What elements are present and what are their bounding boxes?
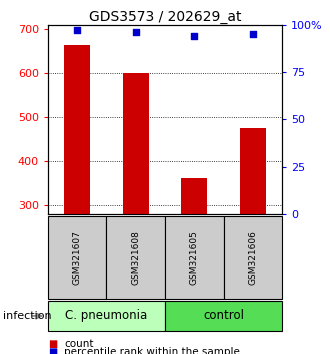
Text: count: count xyxy=(64,339,94,349)
Bar xyxy=(64,45,90,214)
Bar xyxy=(240,128,266,214)
Text: C. pneumonia: C. pneumonia xyxy=(65,309,148,322)
Point xyxy=(133,29,138,35)
Title: GDS3573 / 202629_at: GDS3573 / 202629_at xyxy=(89,10,241,24)
Text: infection: infection xyxy=(3,311,52,321)
Bar xyxy=(181,178,208,214)
Bar xyxy=(122,73,149,214)
Text: ■: ■ xyxy=(48,347,57,354)
Point xyxy=(75,28,80,33)
Text: ■: ■ xyxy=(48,339,57,349)
Text: GSM321608: GSM321608 xyxy=(131,230,140,285)
Text: control: control xyxy=(203,309,244,322)
Point xyxy=(192,33,197,39)
Point xyxy=(250,32,255,37)
Text: GSM321606: GSM321606 xyxy=(248,230,257,285)
Text: GSM321607: GSM321607 xyxy=(73,230,82,285)
Text: GSM321605: GSM321605 xyxy=(190,230,199,285)
Text: percentile rank within the sample: percentile rank within the sample xyxy=(64,347,240,354)
